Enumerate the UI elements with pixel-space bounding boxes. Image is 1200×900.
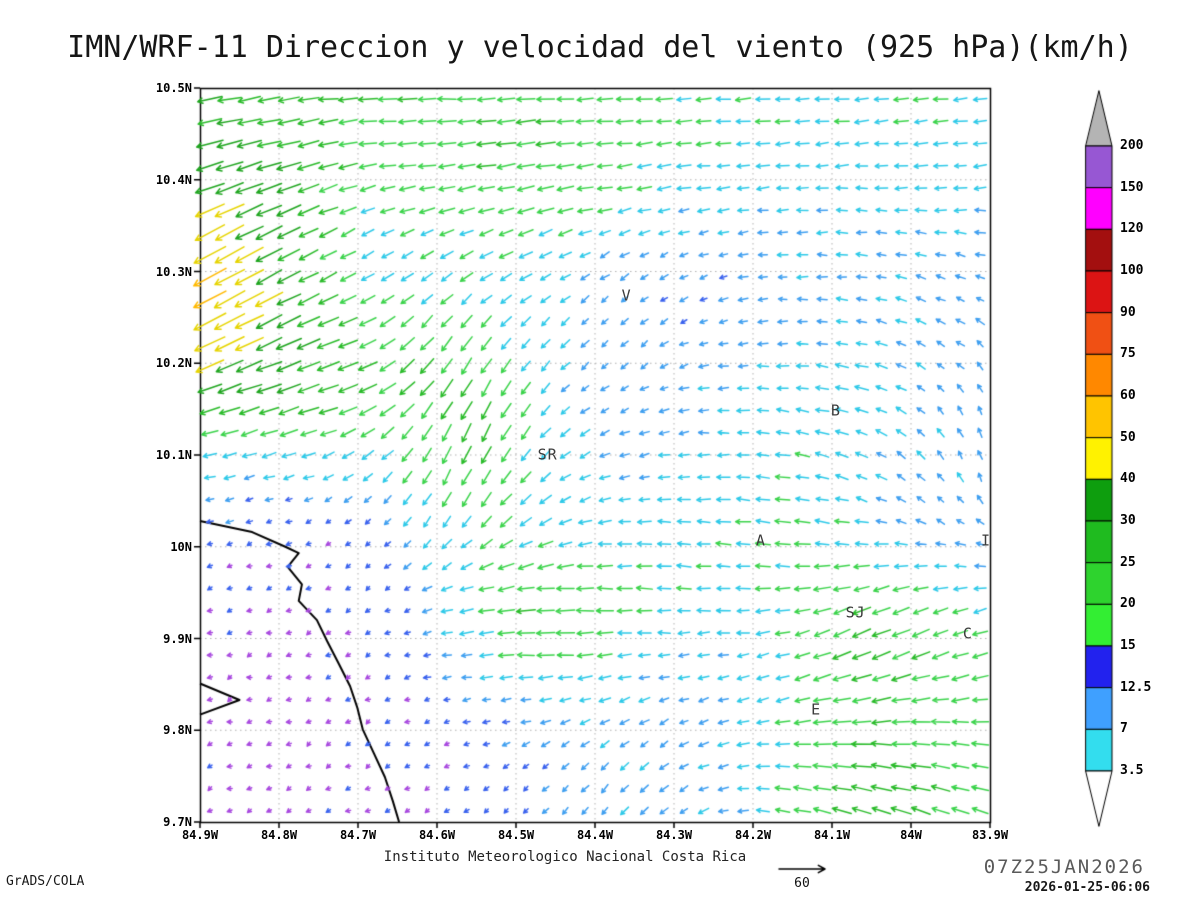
colorbar-tick-label: 40 bbox=[1120, 471, 1136, 487]
colorbar-tick-label: 100 bbox=[1120, 263, 1144, 278]
station-label-e: E bbox=[811, 700, 822, 719]
y-tick-label: 10.1N bbox=[155, 448, 192, 462]
x-tick-label: 84.1W bbox=[813, 828, 851, 842]
x-tick-label: 84.3W bbox=[655, 828, 693, 842]
colorbar-tick-label: 50 bbox=[1120, 429, 1136, 445]
x-tick-label: 84.6W bbox=[418, 828, 456, 842]
x-tick-label: 84.8W bbox=[260, 828, 298, 842]
station-label-i: I bbox=[981, 531, 992, 550]
institute-caption: Instituto Meteorologico Nacional Costa R… bbox=[383, 849, 747, 865]
y-tick-label: 9.9N bbox=[163, 631, 192, 646]
station-label-b: B bbox=[830, 401, 841, 420]
colorbar-tick-label: 25 bbox=[1120, 554, 1136, 570]
colorbar-tick-label: 60 bbox=[1120, 388, 1136, 403]
x-tick-label: 83.9W bbox=[971, 828, 1009, 842]
colorbar-tick-label: 7 bbox=[1120, 721, 1128, 737]
station-label-v: V bbox=[621, 286, 632, 305]
x-tick-label: 84.7W bbox=[339, 828, 377, 842]
x-tick-label: 84W bbox=[900, 828, 922, 842]
colorbar-tick-label: 150 bbox=[1120, 179, 1144, 195]
x-tick-label: 84.9W bbox=[181, 828, 219, 842]
y-tick-label: 9.8N bbox=[163, 723, 192, 738]
colorbar-tick-label: 12.5 bbox=[1120, 679, 1152, 695]
y-tick-label: 10.2N bbox=[155, 356, 192, 371]
colorbar-tick-label: 20 bbox=[1120, 596, 1136, 612]
y-tick-label: 9.7N bbox=[163, 815, 192, 829]
y-tick-label: 10.4N bbox=[155, 172, 192, 187]
valid-time-label: 07Z25JAN2026 bbox=[983, 856, 1145, 878]
run-time-label: 2026-01-25-06:06 bbox=[1024, 880, 1150, 895]
grads-credit: GrADS/COLA bbox=[6, 874, 85, 889]
station-label-sj: SJ bbox=[845, 603, 866, 622]
colorbar-tick-label: 120 bbox=[1120, 221, 1144, 237]
y-tick-label: 10.5N bbox=[155, 81, 192, 95]
x-tick-label: 84.4W bbox=[576, 828, 614, 842]
colorbar-tick-label: 30 bbox=[1120, 513, 1136, 528]
colorbar-tick-label: 90 bbox=[1120, 304, 1136, 320]
y-tick-label: 10N bbox=[170, 539, 192, 554]
colorbar-tick-label: 75 bbox=[1120, 346, 1136, 362]
colorbar-tick-label: 3.5 bbox=[1120, 763, 1144, 778]
reference-vector-value: 60 bbox=[794, 876, 810, 891]
x-tick-label: 84.5W bbox=[497, 828, 535, 842]
station-label-c: C bbox=[962, 624, 973, 643]
plot-title: IMN/WRF-11 Direccion y velocidad del vie… bbox=[67, 30, 1133, 65]
x-tick-label: 84.2W bbox=[734, 828, 772, 842]
colorbar-tick-label: 200 bbox=[1120, 138, 1144, 153]
y-tick-label: 10.3N bbox=[155, 264, 192, 279]
station-label-a: A bbox=[755, 531, 766, 550]
station-label-sr: SR bbox=[537, 445, 558, 464]
colorbar-tick-label: 15 bbox=[1120, 638, 1136, 653]
